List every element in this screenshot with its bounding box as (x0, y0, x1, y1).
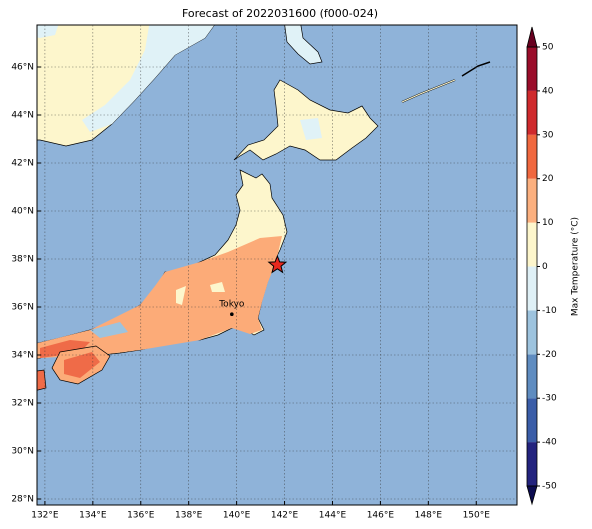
colorbar-bin (527, 354, 537, 399)
y-tick-label: 44°N (11, 111, 34, 121)
y-tick-label: 32°N (11, 399, 34, 409)
x-tick-label: 140°E (223, 511, 251, 521)
y-tick-label: 34°N (11, 351, 34, 361)
x-tick-label: 138°E (175, 511, 203, 521)
epicenter-star (267, 254, 288, 274)
colorbar-tick-label: -30 (542, 394, 557, 404)
y-tick-label: 42°N (11, 159, 34, 169)
colorbar-bin (527, 222, 537, 267)
map-title: Forecast of 2022031600 (f000-024) (182, 7, 378, 20)
colorbar-bin (527, 310, 537, 355)
x-tick-label: 142°E (271, 511, 299, 521)
colorbar-tick-label: 50 (542, 43, 554, 53)
colorbar-label: Max Temperature (°C) (571, 217, 581, 316)
colorbar-bin (527, 442, 537, 486)
y-tick-label: 28°N (11, 495, 34, 505)
land (37, 25, 491, 391)
colorbar-bin (527, 47, 537, 91)
cool-patch (176, 286, 186, 305)
kurils (401, 79, 456, 103)
colorbar-tick-label: -40 (542, 438, 557, 448)
cool-area (37, 25, 59, 38)
kurils (461, 61, 491, 77)
x-tick-label: 150°E (463, 511, 491, 521)
colorbar-bin (527, 90, 537, 135)
y-tick-label: 38°N (11, 255, 34, 265)
colorbar-over (526, 26, 538, 48)
x-tick-label: 146°E (367, 511, 395, 521)
colorbar-tick-label: 10 (542, 218, 554, 228)
hot-area (40, 340, 90, 358)
y-tick-label: 40°N (11, 207, 34, 217)
y-tick-label: 36°N (11, 303, 34, 313)
colorbar-tick-label: 40 (542, 86, 554, 96)
x-tick-label: 136°E (127, 511, 155, 521)
y-tick-label: 30°N (11, 447, 34, 457)
cool-area (300, 118, 322, 140)
y-tick-label: 46°N (11, 63, 34, 73)
colorbar-bin (527, 266, 537, 311)
x-tick-label: 132°E (31, 511, 59, 521)
x-tick-label: 148°E (415, 511, 443, 521)
colorbar-tick-label: 20 (542, 174, 554, 184)
colorbar-bin (527, 178, 537, 223)
x-tick-label: 144°E (319, 511, 347, 521)
x-tick-label: 134°E (79, 511, 107, 521)
sakhalin (284, 25, 323, 65)
kyushu (37, 369, 47, 391)
map-frame (36, 24, 518, 506)
colorbar-bin (527, 134, 537, 179)
colorbar-tick-label: 30 (542, 130, 554, 140)
cool-area (82, 25, 215, 132)
city-dot (230, 312, 234, 317)
colorbar-tick-label: 0 (542, 262, 548, 272)
colorbar-under (526, 485, 538, 506)
hot-area (64, 352, 100, 378)
colorbar-tick-label: -50 (542, 482, 557, 492)
lake-patch (90, 322, 128, 338)
colorbar-bin (527, 398, 537, 443)
colorbar-tick-label: -20 (542, 350, 557, 360)
colorbar-tick-label: -10 (542, 306, 557, 316)
cool-patch (210, 282, 225, 292)
city-label: Tokyo (218, 300, 245, 310)
